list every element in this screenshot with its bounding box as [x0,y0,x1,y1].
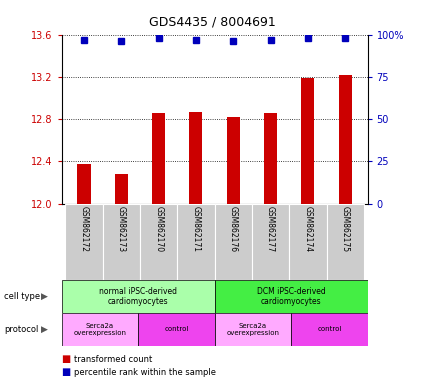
Text: GSM862176: GSM862176 [229,206,238,252]
Bar [190,112,202,204]
Text: Serca2a
overexpression: Serca2a overexpression [74,323,126,336]
Text: transformed count: transformed count [74,354,153,364]
Bar [138,313,215,346]
Text: control: control [317,326,342,332]
Text: cell type: cell type [4,292,40,301]
Bar [326,204,364,280]
Text: percentile rank within the sample: percentile rank within the sample [74,368,216,377]
Bar [215,313,291,346]
Text: GSM862177: GSM862177 [266,206,275,252]
Bar [62,280,215,313]
Bar [77,164,91,204]
Bar [215,204,252,280]
Text: GDS4435 / 8004691: GDS4435 / 8004691 [149,15,276,28]
Text: ■: ■ [62,354,71,364]
Text: Serca2a
overexpression: Serca2a overexpression [227,323,279,336]
Text: ■: ■ [62,367,71,377]
Bar [65,204,103,280]
Bar [264,113,277,204]
Text: GSM862170: GSM862170 [154,206,163,252]
Text: normal iPSC-derived
cardiomyocytes: normal iPSC-derived cardiomyocytes [99,287,177,306]
Text: GSM862173: GSM862173 [117,206,126,252]
Text: ▶: ▶ [41,292,48,301]
Bar [177,204,215,280]
Bar [115,174,128,204]
Bar [289,204,326,280]
Text: GSM862171: GSM862171 [192,206,201,252]
Text: GSM862174: GSM862174 [303,206,312,252]
Bar [252,204,289,280]
Text: ▶: ▶ [41,325,48,334]
Bar [301,78,314,204]
Bar [291,313,368,346]
Bar [227,117,240,204]
Text: GSM862175: GSM862175 [341,206,350,252]
Text: DCM iPSC-derived
cardiomyocytes: DCM iPSC-derived cardiomyocytes [257,287,326,306]
Bar [62,313,138,346]
Bar [103,204,140,280]
Bar [215,280,368,313]
Bar [152,113,165,204]
Bar [140,204,177,280]
Text: control: control [164,326,189,332]
Text: protocol: protocol [4,325,39,334]
Bar [339,75,352,204]
Text: GSM862172: GSM862172 [79,206,88,252]
